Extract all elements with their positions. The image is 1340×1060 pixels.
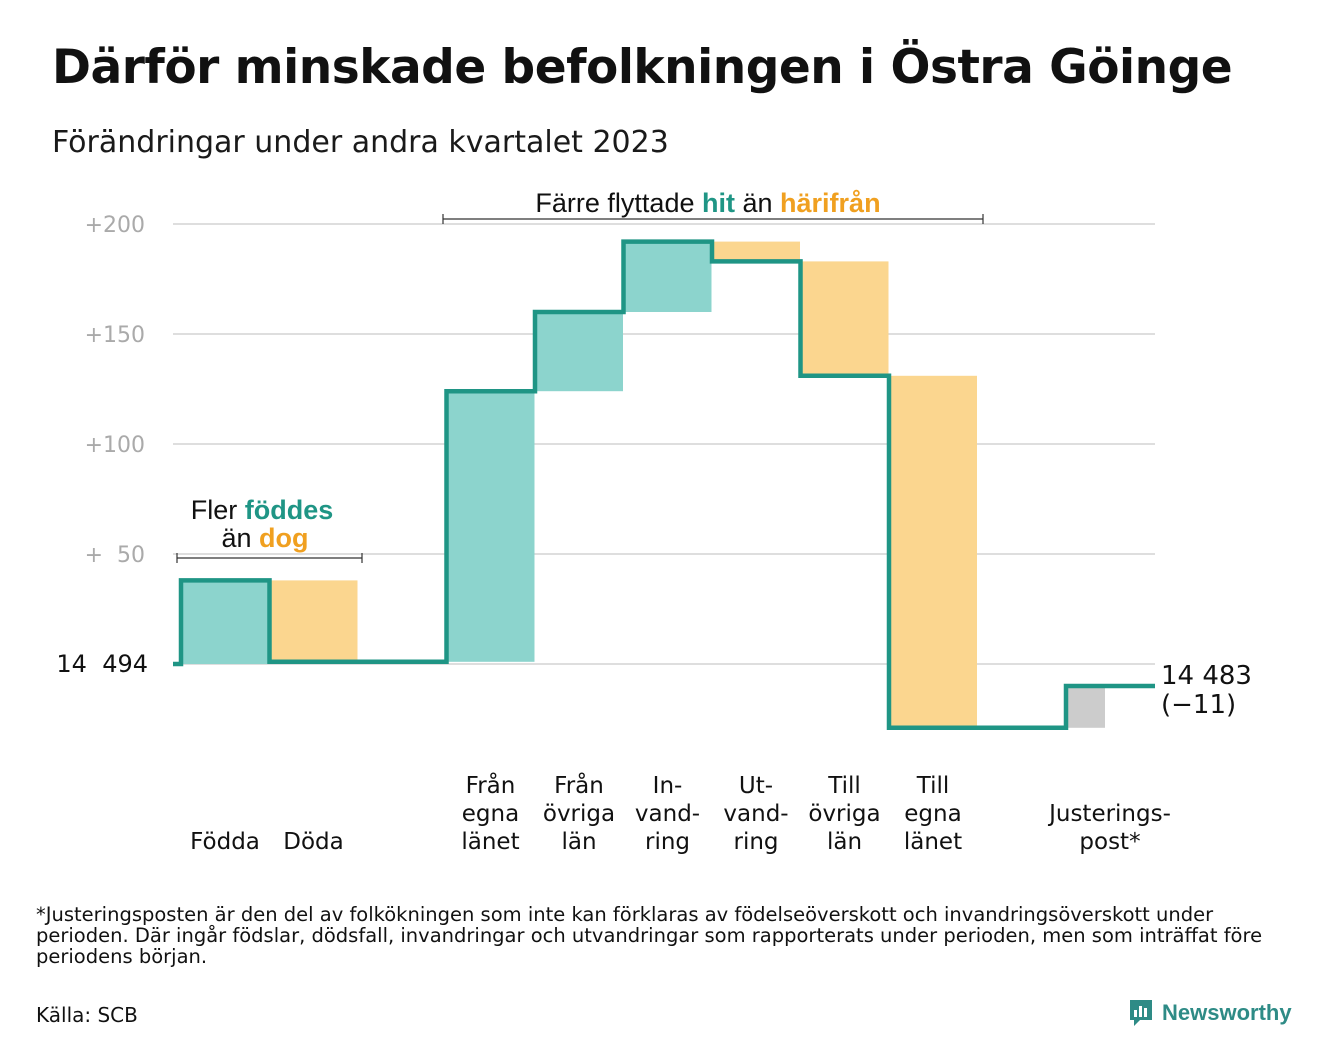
chart-subtitle: Förändringar under andra kvartalet 2023 [52,125,669,160]
category-label: Från [466,771,516,799]
start-value-label: 14 494 [56,650,148,678]
bar-döda [271,580,358,662]
bar-utvandring [714,241,800,262]
category-label: vand- [635,801,700,827]
category-label: Från [554,771,604,799]
migration-annotation-mid: än [735,188,780,218]
cumulative-step-line [173,239,1155,731]
births-annotation-pre: Fler [191,495,245,525]
births-annotation: Fler föddes än dog [176,495,363,563]
bars [183,241,1105,728]
brand-name: Newsworthy [1162,1000,1292,1025]
bar-frånegnalänet [448,391,535,662]
category-label: övriga [543,801,615,827]
chart-title: Därför minskade befolkningen i Östra Göi… [52,40,1233,95]
newsworthy-chart-icon [1130,1000,1152,1026]
svg-text:Färre flyttade hit än härifrån: Färre flyttade hit än härifrån [535,188,880,218]
category-label: egna [462,801,519,827]
migration-annotation-em2: härifrån [780,188,881,218]
category-label: län [827,829,862,855]
deaths-annotation-pre: än [221,523,259,553]
category-label: Födda [190,829,260,855]
category-label: Till [916,773,950,799]
bar-födda [183,580,269,664]
y-tick-label: +100 [85,433,145,458]
category-label: Döda [283,829,343,855]
end-value-label: 14 483 [1161,661,1252,691]
category-label: post* [1079,829,1140,855]
bar-invandring [625,241,712,312]
category-label: länet [461,829,519,855]
category-label: In- [653,773,683,799]
deaths-annotation-em: dog [259,523,308,553]
bar-tillövrigalän [802,261,889,376]
svg-text:Fler föddes: Fler föddes [191,495,334,525]
migration-annotation: Färre flyttade hit än härifrån [442,188,984,224]
bar-tillegnalänet [891,375,977,728]
brand-logo: Newsworthy [1128,998,1292,1028]
category-label: Till [827,773,861,799]
step-line [173,239,1155,731]
category-label: ring [645,829,690,855]
category-label: övriga [808,801,880,827]
category-label: Ut- [739,773,773,799]
category-label: ring [733,829,778,855]
bar-frånövrigalän [537,312,623,392]
source: Källa: SCB [36,1003,138,1027]
y-tick-label: +200 [85,213,145,238]
category-label: vand- [723,801,788,827]
y-tick-label: +150 [85,323,145,348]
migration-annotation-pre: Färre flyttade [535,188,702,218]
footnote: *Justeringsposten är den del av folkökni… [36,903,1263,968]
y-tick-label: + 50 [85,543,145,568]
category-label: län [561,829,596,855]
svg-text:än dog: än dog [221,523,308,553]
end-change-label: (−11) [1161,690,1236,720]
births-annotation-em: föddes [245,495,334,525]
migration-annotation-em1: hit [702,188,735,218]
bar-justeringspost [1068,686,1105,728]
category-label: Justerings- [1047,801,1171,827]
category-label: länet [904,829,962,855]
category-label: egna [904,801,961,827]
